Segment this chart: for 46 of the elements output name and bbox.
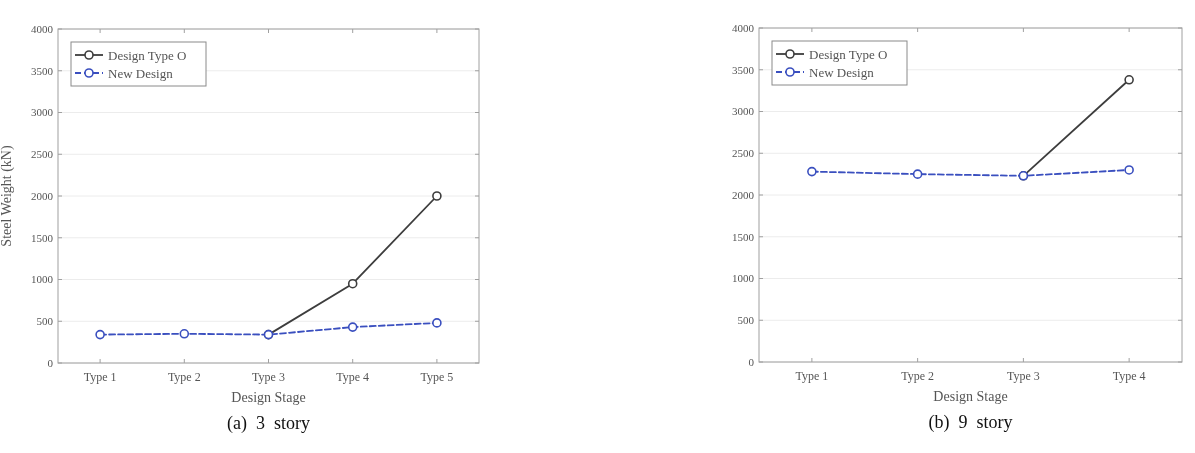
y-tick-label: 3500 bbox=[31, 64, 54, 77]
y-tick-label: 2500 bbox=[31, 148, 54, 161]
y-tick-label: 1500 bbox=[732, 230, 755, 243]
y-tick-label: 1000 bbox=[732, 272, 755, 285]
y-tick-label: 1000 bbox=[31, 273, 54, 286]
y-tick-label: 3500 bbox=[732, 63, 755, 76]
x-axis-title: Design Stage bbox=[933, 389, 1008, 404]
x-tick-label: Type 4 bbox=[1112, 369, 1146, 383]
x-tick-label: Type 2 bbox=[167, 370, 201, 384]
y-tick-label: 500 bbox=[36, 315, 54, 328]
point bbox=[179, 328, 190, 339]
y-tick-label: 3000 bbox=[31, 106, 54, 119]
point bbox=[1124, 74, 1134, 85]
text: (a) 3 story bbox=[227, 413, 310, 434]
text: (b) 9 story bbox=[928, 412, 1013, 433]
legend-label: Design Type O bbox=[809, 46, 888, 62]
x-tick-label: Type 1 bbox=[83, 370, 117, 384]
x-tick-label: Type 2 bbox=[901, 369, 935, 383]
x-tick-label: Type 4 bbox=[336, 370, 370, 384]
y-tick-label: 0 bbox=[748, 355, 755, 368]
x-axis-title: Design Stage bbox=[231, 390, 306, 405]
point bbox=[807, 166, 817, 177]
point bbox=[95, 329, 105, 340]
y-tick-label: 1500 bbox=[31, 231, 54, 244]
y-tick-label: 4000 bbox=[31, 22, 54, 35]
y-tick-label: 2000 bbox=[732, 188, 755, 201]
legend-label: New Design bbox=[108, 65, 174, 81]
point bbox=[347, 322, 358, 332]
point bbox=[912, 169, 923, 179]
point bbox=[432, 191, 442, 201]
y-tick-label: 4000 bbox=[732, 21, 755, 34]
point bbox=[432, 318, 442, 328]
point bbox=[1124, 165, 1134, 175]
y-tick-label: 500 bbox=[737, 314, 755, 327]
x-tick-label: Type 3 bbox=[252, 370, 285, 384]
point bbox=[347, 278, 358, 289]
legend-label: New Design bbox=[809, 64, 875, 80]
y-tick-label: 2000 bbox=[31, 189, 54, 202]
legend-label: Design Type O bbox=[108, 47, 187, 63]
y-tick-label: 3000 bbox=[732, 105, 755, 118]
y-axis-title: Steel Weight (kN) bbox=[0, 145, 15, 247]
y-tick-label: 2500 bbox=[732, 147, 755, 160]
x-tick-label: Type 1 bbox=[795, 369, 829, 383]
x-tick-label: Type 3 bbox=[1006, 369, 1040, 383]
x-tick-label: Type 5 bbox=[420, 370, 454, 384]
y-tick-label: 0 bbox=[47, 356, 54, 369]
